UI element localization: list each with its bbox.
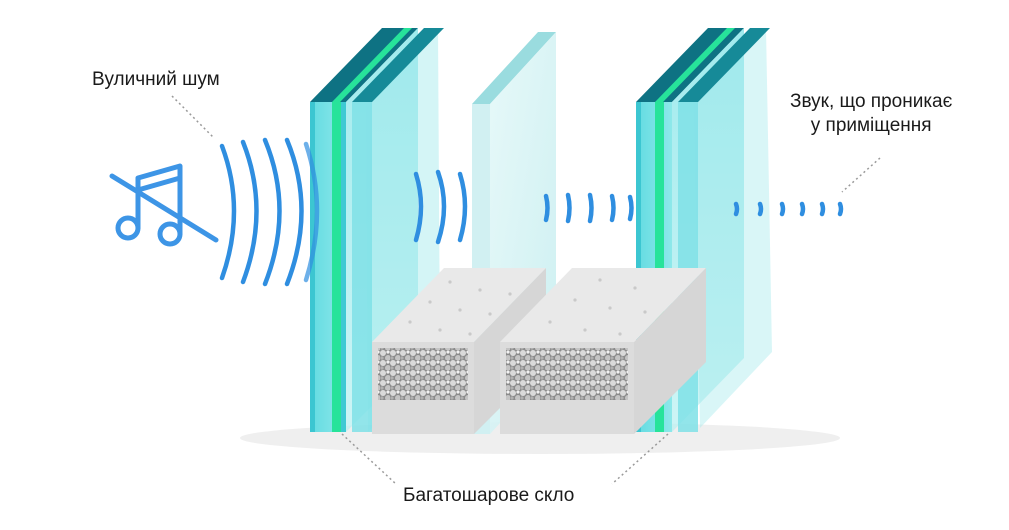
laminated-glass-label: Багатошарове скло [403,485,575,506]
street-noise-label: Вуличний шум [92,69,220,90]
spacer-bar-right [500,268,706,434]
laminate-layer [332,102,341,432]
sound-inside-label-line1: Звук, що проникає [790,91,953,112]
leader-lines [171,95,881,485]
sound-waves-inside [733,201,844,217]
sound-waves-weak [543,192,634,224]
sound-inside-label: Звук, що проникає у приміщення [790,90,952,138]
muted-music-note-icon [109,163,219,247]
sound-waves-between-panes [413,169,468,245]
desiccant-beads [378,348,468,400]
sound-inside-label-line2: у приміщення [810,115,932,136]
sound-waves-outside [219,137,320,287]
